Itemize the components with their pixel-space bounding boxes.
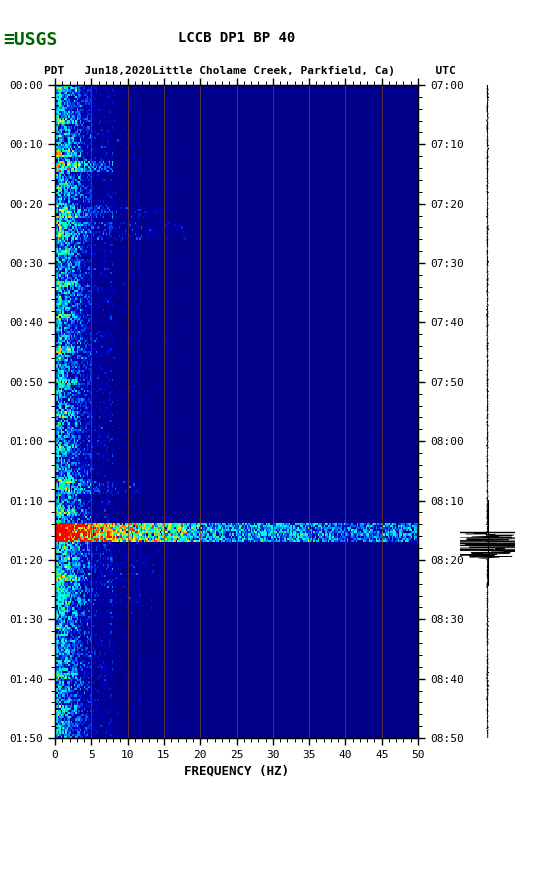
Text: ≡USGS: ≡USGS [3,31,57,49]
Text: PDT   Jun18,2020Little Cholame Creek, Parkfield, Ca)      UTC: PDT Jun18,2020Little Cholame Creek, Park… [44,66,456,76]
Text: LCCB DP1 BP 40: LCCB DP1 BP 40 [178,31,295,45]
X-axis label: FREQUENCY (HZ): FREQUENCY (HZ) [184,764,289,777]
